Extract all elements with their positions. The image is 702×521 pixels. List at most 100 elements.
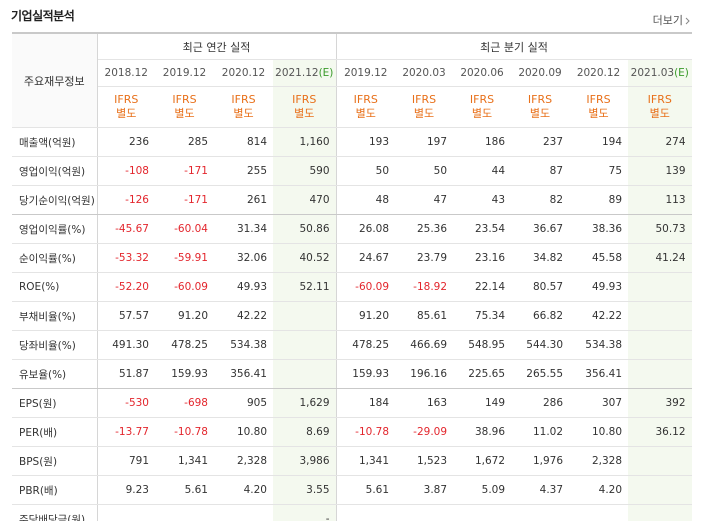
cell: 38.36 xyxy=(569,214,629,244)
cell: 149 xyxy=(453,388,512,418)
data-row: PER(배) -13.77 -10.78 10.80 8.69 -10.78 -29.09 3… xyxy=(12,417,692,447)
cell: -530 xyxy=(97,388,155,418)
cell: 4.20 xyxy=(214,475,273,505)
cell xyxy=(628,475,692,505)
period-header: 2021.03(E) xyxy=(628,59,692,87)
period: 2018.12 xyxy=(104,67,148,79)
standard-header: IFRS 별도 xyxy=(336,86,396,128)
cell: 10.80 xyxy=(569,417,629,447)
cell: -171 xyxy=(155,156,214,186)
cell: 23.79 xyxy=(395,243,454,273)
cell: 466.69 xyxy=(395,330,454,360)
data-row: 영업이익(억원) -108 -171 255 590 50 50 44 87 75 139 xyxy=(12,156,692,186)
cell: 1,341 xyxy=(336,446,396,476)
cell: 491.30 xyxy=(97,330,155,360)
standard: 별도 xyxy=(294,107,315,120)
period-header: 2020.12 xyxy=(214,59,273,87)
cell: 193 xyxy=(336,127,396,157)
group-header: 최근 분기 실적 xyxy=(336,33,692,60)
cell: 11.02 xyxy=(511,417,570,447)
cell: 3.87 xyxy=(395,475,454,505)
cell: -53.32 xyxy=(97,243,155,273)
period: 2019.12 xyxy=(162,67,207,79)
cell: 2,328 xyxy=(214,446,273,476)
cell: 24.67 xyxy=(336,243,396,273)
more-label[interactable]: 더보기 xyxy=(652,14,683,27)
standard: 별도 xyxy=(413,107,435,120)
standard-header: IFRS 별도 xyxy=(214,86,273,128)
cell: -45.67 xyxy=(97,214,155,244)
cell: 32.06 xyxy=(214,243,273,273)
cell: 51.87 xyxy=(97,359,155,389)
cell: 41.24 xyxy=(628,243,692,273)
cell: 8.69 xyxy=(273,417,337,447)
cell: 534.38 xyxy=(569,330,629,360)
cell: 34.82 xyxy=(511,243,570,273)
cell xyxy=(273,359,337,389)
standard: IFRS xyxy=(586,93,611,106)
cell: 261 xyxy=(214,185,273,215)
cell xyxy=(628,446,692,476)
table-body: 매출액(억원) 236 285 814 1,160 193 197 186 237 194 274 영… xyxy=(12,127,692,521)
standard: IFRS xyxy=(411,93,437,106)
row-label: 당좌비율(%) xyxy=(12,330,98,360)
cell: 5.61 xyxy=(155,475,214,505)
cell: -698 xyxy=(155,388,214,418)
cell: 57.57 xyxy=(97,301,155,331)
cell: 478.25 xyxy=(336,330,396,360)
cell: 159.93 xyxy=(336,359,396,389)
cell xyxy=(628,504,692,521)
cell: 197 xyxy=(395,127,454,157)
standard: IFRS xyxy=(231,93,256,106)
table-head: 주요재무정보 최근 연간 실적 최근 분기 실적 2018.12 2019.12 2020… xyxy=(12,33,692,128)
cell: 225.65 xyxy=(453,359,512,389)
cell: 50.86 xyxy=(273,214,337,244)
cell: 356.41 xyxy=(214,359,273,389)
cell: 534.38 xyxy=(214,330,273,360)
period: 2021.12 xyxy=(275,67,319,79)
cell: 1,523 xyxy=(395,446,454,476)
cell: 590 xyxy=(273,156,337,186)
financial-table: 주요재무정보 최근 연간 실적 최근 분기 실적 2018.12 2019.12 2020… xyxy=(12,32,692,521)
row-label: 부채비율(%) xyxy=(12,301,98,331)
cell: 194 xyxy=(569,127,629,157)
corner-header: 주요재무정보 xyxy=(12,33,98,128)
period-header: 2020.12 xyxy=(569,59,629,87)
cell: 356.41 xyxy=(569,359,629,389)
cell: 36.12 xyxy=(628,417,692,447)
cell: 49.93 xyxy=(214,272,273,302)
period-header: 2019.12 xyxy=(336,59,396,87)
cell: -108 xyxy=(97,156,155,186)
cell: -10.78 xyxy=(155,417,214,447)
cell: -60.09 xyxy=(336,272,396,302)
cell: 36.67 xyxy=(511,214,570,244)
cell: 5.61 xyxy=(336,475,396,505)
cell: 478.25 xyxy=(155,330,214,360)
standard: 별도 xyxy=(233,107,254,120)
cell: 196.16 xyxy=(395,359,454,389)
cell xyxy=(336,504,396,521)
cell: 814 xyxy=(214,127,273,157)
period: 2020.09 xyxy=(518,67,562,79)
cell: -59.91 xyxy=(155,243,214,273)
cell: 237 xyxy=(511,127,570,157)
cell xyxy=(453,504,512,521)
period: 2021.03 xyxy=(630,67,675,79)
standard-header: IFRS 별도 xyxy=(97,86,155,128)
standard: 별도 xyxy=(588,107,609,120)
cell: 186 xyxy=(453,127,512,157)
header-row: 주요재무정보 최근 연간 실적 최근 분기 실적 xyxy=(12,33,692,128)
cell: 1,160 xyxy=(273,127,337,157)
standard: IFRS xyxy=(353,93,378,106)
cell xyxy=(628,301,692,331)
data-row: 당좌비율(%) 491.30 478.25 534.38 478.25 466.69 548… xyxy=(12,330,692,360)
cell: -18.92 xyxy=(395,272,454,302)
cell: 22.14 xyxy=(453,272,512,302)
cell: 50 xyxy=(336,156,396,186)
cell: -126 xyxy=(97,185,155,215)
cell: 87 xyxy=(511,156,570,186)
more-arrow[interactable] xyxy=(685,17,690,25)
more-link[interactable]: 더보기 xyxy=(653,12,690,28)
